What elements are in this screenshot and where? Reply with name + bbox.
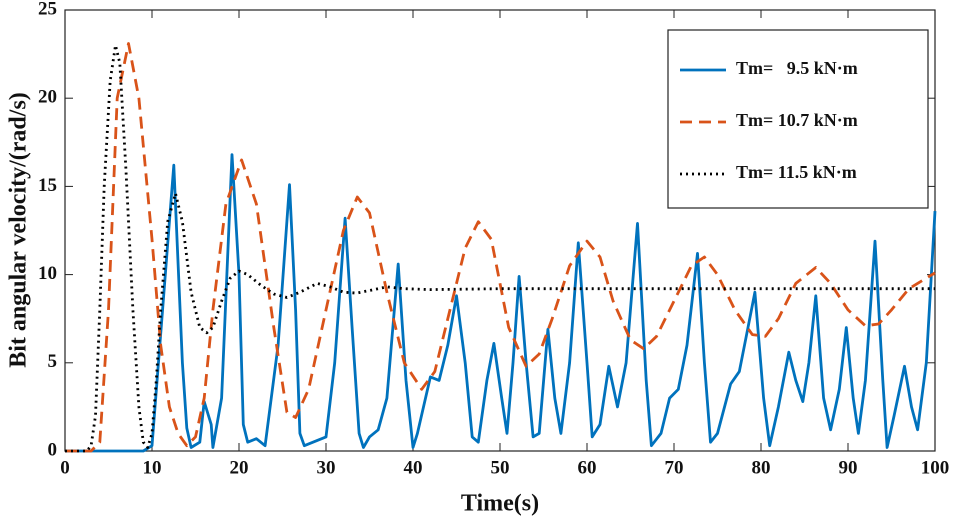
x-tick-label: 40 (404, 457, 423, 478)
line-series (65, 153, 937, 453)
y-tick-label: 5 (48, 351, 58, 372)
legend-label: Tm= 11.5 kN·m (736, 162, 857, 182)
y-tick-label: 25 (38, 0, 57, 19)
x-tick-label: 80 (752, 457, 771, 478)
x-tick-label: 100 (921, 457, 950, 478)
y-tick-label: 15 (38, 175, 57, 196)
legend-label: Tm= 9.5 kN·m (736, 58, 858, 78)
y-tick-label: 10 (38, 263, 57, 284)
x-tick-label: 20 (230, 457, 249, 478)
x-tick-label: 30 (317, 457, 336, 478)
legend-box (667, 29, 929, 209)
legend-label: Tm= 10.7 kN·m (736, 110, 858, 130)
line-series (65, 43, 935, 453)
line-series (65, 42, 936, 453)
y-tick-label: 20 (38, 87, 57, 108)
y-tick-label: 0 (48, 439, 58, 460)
x-tick-label: 70 (665, 457, 684, 478)
x-tick-label: 50 (491, 457, 510, 478)
x-tick-label: 0 (60, 457, 70, 478)
x-axis-label: Time(s) (461, 491, 539, 517)
x-tick-label: 60 (578, 457, 597, 478)
x-tick-label: 90 (839, 457, 858, 478)
y-axis-label: Bit angular velocity/(rad/s) (6, 92, 32, 368)
x-tick-label: 10 (143, 457, 162, 478)
